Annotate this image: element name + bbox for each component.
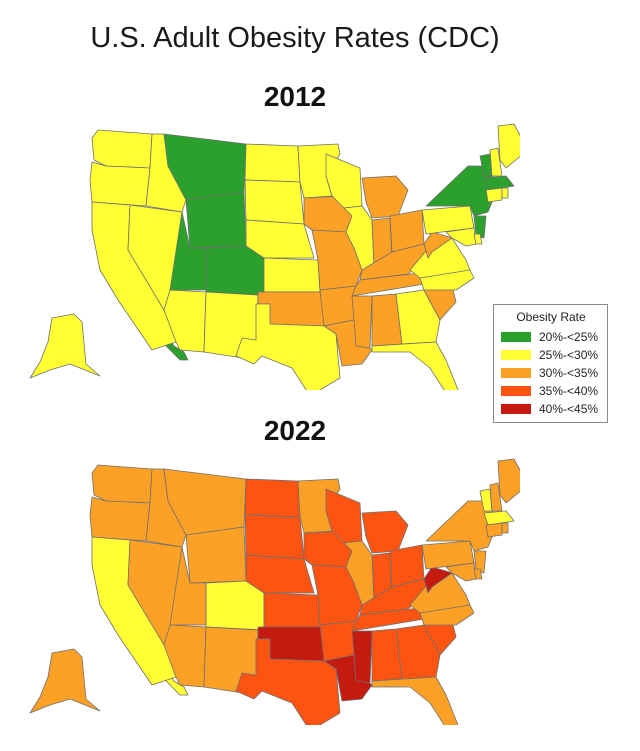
state-or <box>89 161 151 207</box>
state-ar <box>319 285 357 327</box>
state-ct <box>485 522 503 538</box>
state-ak <box>29 313 101 379</box>
state-nj <box>473 550 487 574</box>
state-ne <box>245 554 315 594</box>
state-ma <box>483 510 515 526</box>
map-title-2022: 2022 <box>263 415 327 446</box>
state-ma <box>483 175 515 191</box>
legend-swatch <box>501 404 531 414</box>
state-ms <box>351 630 373 684</box>
state-ak <box>29 648 101 714</box>
state-sd <box>244 514 305 560</box>
state-ct <box>485 187 503 203</box>
legend-item: 40%-<45% <box>501 400 601 418</box>
legend-label: 35%-<40% <box>539 384 599 398</box>
state-sd <box>244 179 305 225</box>
state-md <box>445 227 477 247</box>
state-ri <box>501 522 509 534</box>
state-fl <box>371 676 459 725</box>
legend-item: 30%-<35% <box>501 364 601 382</box>
state-co <box>205 580 265 631</box>
legend-swatch <box>501 368 531 378</box>
state-wy <box>185 526 247 584</box>
state-wy <box>185 191 247 249</box>
state-ar <box>319 620 357 662</box>
legend-title: Obesity Rate <box>516 310 586 324</box>
legend-label: 20%-<25% <box>539 330 599 344</box>
state-fl <box>371 341 459 390</box>
legend-label: 40%-<45% <box>539 402 599 416</box>
map-title-2012: 2012 <box>263 81 327 112</box>
state-ks <box>263 592 321 628</box>
legend-swatch <box>501 350 531 360</box>
state-or <box>89 496 151 542</box>
legend-item: 35%-<40% <box>501 382 601 400</box>
state-wa <box>91 464 153 504</box>
legend: Obesity Rate 20%-<25% 25%-<30% 30%-<35% … <box>493 304 608 423</box>
state-de <box>473 568 483 580</box>
us-map-2012 <box>29 123 520 390</box>
state-ri <box>501 187 509 199</box>
state-mi <box>361 510 409 554</box>
state-ms <box>351 295 373 349</box>
state-co <box>205 245 265 296</box>
state-ny <box>425 500 497 552</box>
page-title: U.S. Adult Obesity Rates (CDC) <box>90 22 500 54</box>
state-ga <box>395 624 441 680</box>
us-map-2022 <box>29 458 520 725</box>
state-ga <box>395 289 441 345</box>
state-nj <box>473 215 487 239</box>
state-ny <box>425 165 497 217</box>
legend-label: 25%-<30% <box>539 348 599 362</box>
state-me <box>497 123 520 169</box>
legend-swatch <box>501 332 531 342</box>
state-ks <box>263 257 321 293</box>
state-ne <box>245 219 315 259</box>
state-tx <box>235 638 341 725</box>
state-wa <box>91 129 153 169</box>
state-nd <box>244 143 301 183</box>
state-mi <box>361 175 409 219</box>
state-md <box>445 562 477 582</box>
legend-item: 20%-<25% <box>501 328 601 346</box>
state-nd <box>244 478 301 518</box>
state-tx <box>235 303 341 390</box>
state-de <box>473 233 483 245</box>
legend-swatch <box>501 386 531 396</box>
legend-label: 30%-<35% <box>539 366 599 380</box>
legend-item: 25%-<30% <box>501 346 601 364</box>
state-me <box>497 458 520 504</box>
